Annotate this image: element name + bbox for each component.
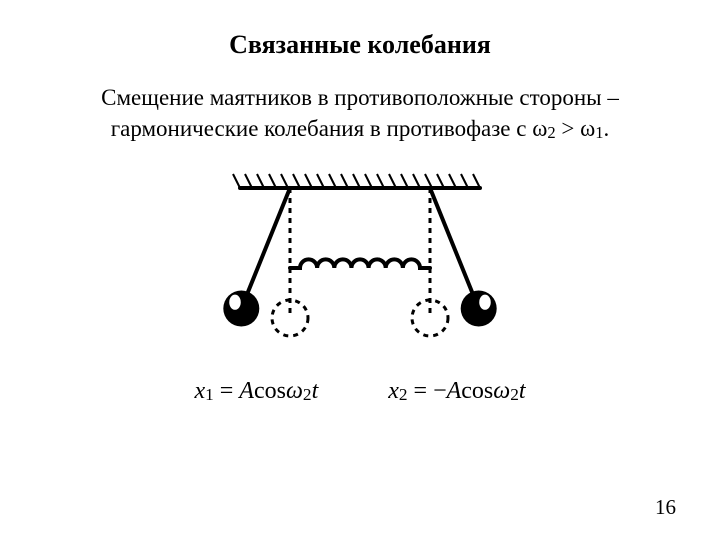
eq2-eq: = −: [408, 378, 447, 404]
omega1-sub: 2: [547, 123, 555, 142]
omega2: ω: [580, 116, 595, 141]
equations-row: x1 = Acosω2t x2 = −Acosω2t: [36, 378, 684, 405]
eq2-cos: cos: [461, 378, 493, 404]
coupled-pendulums-diagram: [180, 158, 540, 368]
x1-sub: 1: [205, 385, 214, 404]
eq1-w: ω: [286, 378, 303, 404]
para-line1: Смещение маятников в противоположные сто…: [101, 85, 619, 110]
x1-var: x: [194, 378, 205, 404]
eq2-t: t: [519, 378, 526, 404]
para-line2a: гармонические колебания в противофазе с: [111, 116, 533, 141]
x2-var: x: [388, 378, 399, 404]
period: .: [604, 116, 610, 141]
eq1-eq: =: [214, 378, 240, 404]
eq2-A: A: [447, 378, 462, 404]
page-number: 16: [655, 495, 676, 520]
gt: >: [556, 116, 580, 141]
slide-title: Связанные колебания: [36, 30, 684, 60]
eq1-A: A: [239, 378, 254, 404]
slide-paragraph: Смещение маятников в противоположные сто…: [36, 82, 684, 144]
eq1-t: t: [312, 378, 319, 404]
equation-x1: x1 = Acosω2t: [194, 378, 318, 405]
eq1-wsub: 2: [303, 385, 312, 404]
omega2-sub: 1: [595, 123, 603, 142]
eq2-wsub: 2: [510, 385, 519, 404]
equation-x2: x2 = −Acosω2t: [388, 378, 525, 405]
omega1: ω: [532, 116, 547, 141]
x2-sub: 2: [399, 385, 408, 404]
eq1-cos: cos: [254, 378, 286, 404]
eq2-w: ω: [493, 378, 510, 404]
